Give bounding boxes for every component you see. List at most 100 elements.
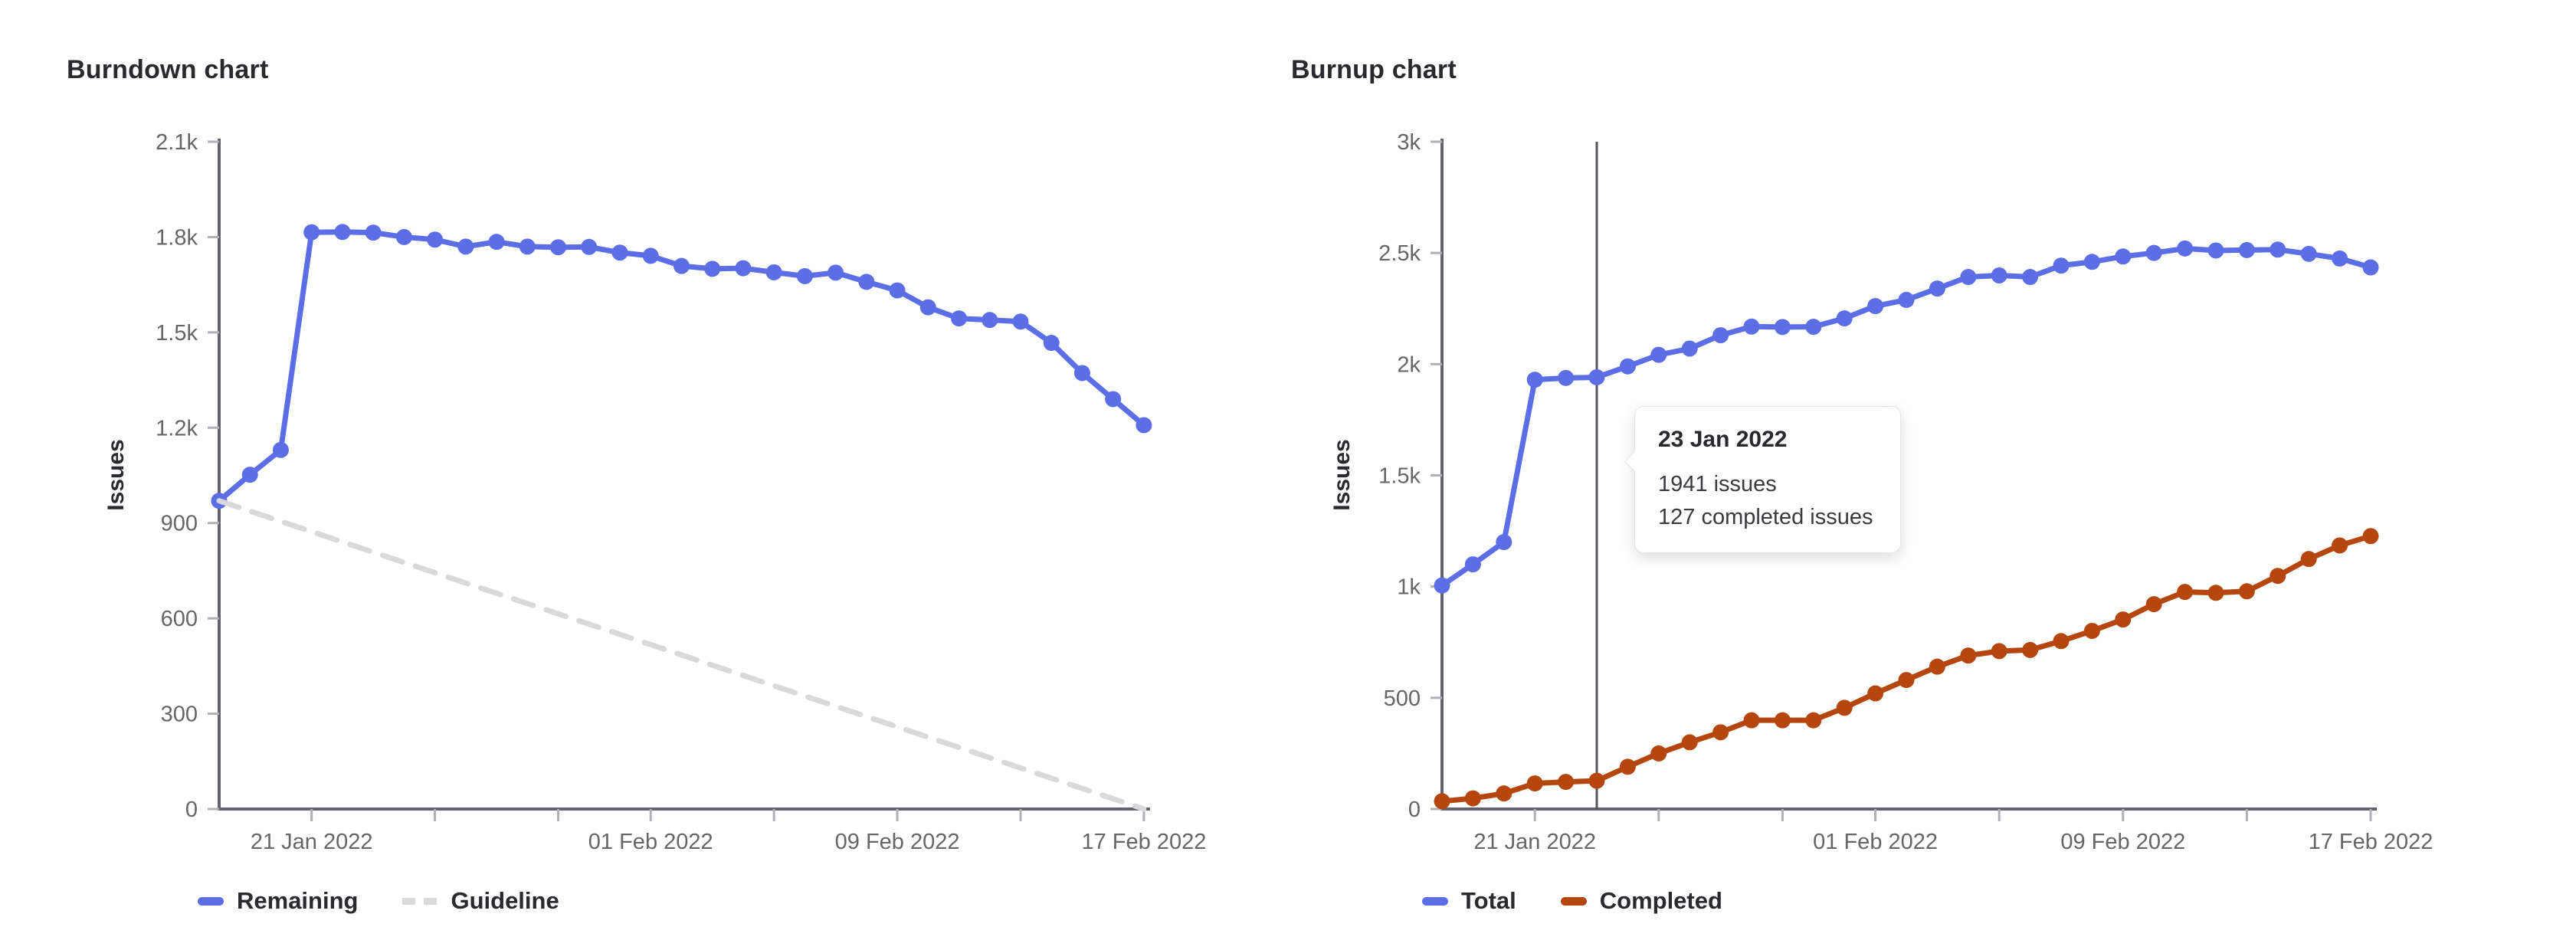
- data-point[interactable]: [1681, 340, 1698, 357]
- data-point[interactable]: [1743, 712, 1760, 729]
- data-point[interactable]: [765, 264, 782, 280]
- data-point[interactable]: [1136, 417, 1152, 434]
- data-point[interactable]: [2207, 585, 2224, 601]
- remaining-series[interactable]: [211, 224, 1152, 509]
- data-point[interactable]: [2083, 622, 2100, 639]
- data-point[interactable]: [1929, 280, 1945, 297]
- data-point[interactable]: [2238, 241, 2255, 258]
- data-point[interactable]: [1867, 685, 1884, 702]
- data-point[interactable]: [1496, 534, 1512, 551]
- data-point[interactable]: [334, 224, 351, 241]
- data-point[interactable]: [1526, 372, 1543, 388]
- data-point[interactable]: [2362, 528, 2379, 545]
- data-point[interactable]: [2207, 242, 2224, 259]
- data-point[interactable]: [1619, 758, 1636, 775]
- data-point[interactable]: [1619, 358, 1636, 375]
- data-point[interactable]: [365, 224, 382, 241]
- data-point[interactable]: [1588, 772, 1605, 789]
- data-point[interactable]: [1960, 647, 1977, 664]
- data-point[interactable]: [2115, 248, 2132, 265]
- data-point[interactable]: [1712, 724, 1729, 741]
- data-point[interactable]: [1960, 269, 1977, 286]
- data-point[interactable]: [2332, 537, 2348, 554]
- data-point[interactable]: [272, 441, 289, 458]
- data-point[interactable]: [1073, 365, 1090, 382]
- data-point[interactable]: [1898, 672, 1915, 689]
- data-point[interactable]: [2053, 633, 2070, 650]
- data-point[interactable]: [395, 228, 412, 245]
- guideline-series[interactable]: [216, 498, 1147, 812]
- data-point[interactable]: [1929, 658, 1945, 675]
- data-point[interactable]: [1991, 643, 2007, 660]
- data-point[interactable]: [488, 234, 505, 251]
- data-point[interactable]: [735, 260, 752, 277]
- legend-item-guideline[interactable]: Guideline: [402, 887, 559, 915]
- data-point[interactable]: [704, 260, 721, 277]
- data-point[interactable]: [1681, 734, 1698, 751]
- data-point[interactable]: [796, 267, 813, 284]
- data-point[interactable]: [1496, 785, 1512, 802]
- data-point[interactable]: [1558, 774, 1575, 791]
- data-point[interactable]: [1434, 793, 1450, 810]
- data-point[interactable]: [2115, 611, 2132, 628]
- legend-item-remaining[interactable]: Remaining: [198, 887, 358, 915]
- data-point[interactable]: [2270, 241, 2286, 258]
- data-point[interactable]: [1805, 319, 1822, 336]
- data-point[interactable]: [2022, 269, 2039, 286]
- data-point[interactable]: [581, 238, 598, 255]
- data-point[interactable]: [2053, 257, 2070, 274]
- data-point[interactable]: [2300, 551, 2317, 568]
- data-point[interactable]: [1774, 712, 1791, 729]
- data-point[interactable]: [1836, 310, 1853, 327]
- data-point[interactable]: [303, 224, 320, 241]
- data-point[interactable]: [858, 274, 875, 290]
- data-point[interactable]: [2362, 259, 2379, 276]
- data-point[interactable]: [2238, 583, 2255, 600]
- data-point[interactable]: [919, 299, 936, 316]
- data-point[interactable]: [2177, 584, 2194, 601]
- data-point[interactable]: [241, 467, 258, 483]
- data-point[interactable]: [982, 312, 998, 329]
- data-point[interactable]: [1464, 790, 1481, 807]
- data-point[interactable]: [1836, 699, 1853, 716]
- data-point[interactable]: [1012, 313, 1029, 330]
- data-point[interactable]: [1558, 369, 1575, 386]
- total-series[interactable]: [1434, 240, 2379, 594]
- data-point[interactable]: [2300, 245, 2317, 262]
- data-point[interactable]: [1743, 318, 1760, 335]
- legend-item-total[interactable]: Total: [1422, 887, 1516, 915]
- data-point[interactable]: [611, 244, 628, 261]
- data-point[interactable]: [1043, 335, 1060, 352]
- data-point[interactable]: [550, 239, 567, 256]
- data-point[interactable]: [1898, 291, 1915, 308]
- data-point[interactable]: [1464, 556, 1481, 573]
- data-point[interactable]: [1991, 267, 2007, 283]
- data-point[interactable]: [828, 264, 844, 281]
- data-point[interactable]: [457, 238, 474, 255]
- completed-series[interactable]: [1434, 528, 2379, 810]
- data-point[interactable]: [2177, 240, 2194, 257]
- data-point[interactable]: [951, 310, 968, 327]
- data-point[interactable]: [427, 231, 444, 248]
- data-point[interactable]: [1434, 577, 1450, 594]
- data-point[interactable]: [673, 257, 690, 274]
- data-point[interactable]: [2270, 568, 2286, 585]
- data-point[interactable]: [519, 238, 536, 255]
- data-point[interactable]: [1867, 298, 1884, 315]
- data-point[interactable]: [2022, 641, 2039, 658]
- data-point[interactable]: [1105, 391, 1122, 408]
- data-point[interactable]: [1526, 775, 1543, 792]
- data-point[interactable]: [2145, 596, 2162, 613]
- data-point[interactable]: [889, 282, 906, 299]
- data-point[interactable]: [2083, 254, 2100, 270]
- data-point[interactable]: [1712, 327, 1729, 344]
- data-point[interactable]: [1588, 369, 1605, 385]
- data-point[interactable]: [2332, 250, 2348, 267]
- legend-item-completed[interactable]: Completed: [1560, 887, 1722, 915]
- data-point[interactable]: [1774, 319, 1791, 336]
- data-point[interactable]: [1650, 346, 1667, 363]
- data-point[interactable]: [642, 247, 659, 264]
- data-point[interactable]: [1805, 712, 1822, 729]
- data-point[interactable]: [1650, 745, 1667, 762]
- data-point[interactable]: [2145, 244, 2162, 261]
